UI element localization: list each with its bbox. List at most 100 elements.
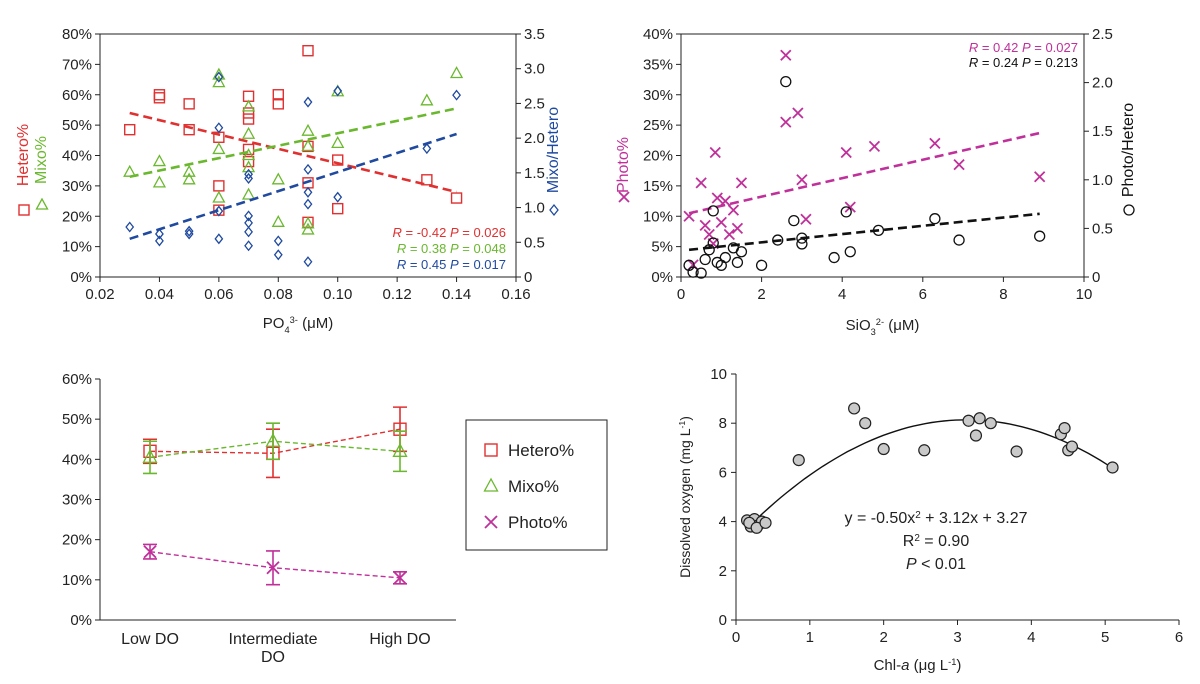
panel-b-xtick-label: 6 xyxy=(919,286,927,303)
panel-b-point xyxy=(1034,230,1046,242)
panel-a-point xyxy=(420,93,434,106)
panel-a-point xyxy=(422,143,432,155)
panel-a-point xyxy=(241,160,256,173)
panel-b-ytick-left-label: 5% xyxy=(651,239,673,256)
panel-c-ytick-label: 40% xyxy=(62,451,92,468)
panel-d-ytick-label: 0 xyxy=(719,612,727,629)
panel-b-xlabel: SiO32- (μM) xyxy=(846,317,920,337)
panel-b-ytick-left-label: 40% xyxy=(643,26,673,43)
panel-a-xtick-label: 0.16 xyxy=(501,286,530,303)
panel-b-stat-annotation: R = 0.24 P = 0.213 xyxy=(969,55,1078,70)
panel-d-point xyxy=(859,417,872,430)
panel-a-point xyxy=(301,216,315,229)
panel-b-xtick-label: 10 xyxy=(1076,286,1093,303)
panel-c-point xyxy=(266,561,280,575)
panel-d-ytick-label: 8 xyxy=(719,415,727,432)
panel-d-xtick-label: 1 xyxy=(806,629,814,646)
panel-c-category-label: High DO xyxy=(369,631,430,648)
panel-b-point xyxy=(796,238,808,250)
panel-b-point xyxy=(840,146,852,159)
panel-c-ytick-label: 10% xyxy=(62,572,92,589)
panel-a-point xyxy=(301,123,315,136)
panel-d-fit-curve xyxy=(750,419,1113,526)
panel-a-ytick-left-label: 30% xyxy=(62,178,92,195)
panel-a-ytick-left-label: 10% xyxy=(62,239,92,256)
panel-c-legend-marker xyxy=(483,477,499,492)
panel-b-xtick-label: 4 xyxy=(838,286,846,303)
panel-a-point xyxy=(242,143,255,156)
panel-b-ytick-right-label: 1.0 xyxy=(1092,172,1113,189)
panel-d-r-squared: R2 = 0.90 xyxy=(903,533,970,551)
panel-c-ytick-label: 0% xyxy=(70,612,92,629)
panel-b-point xyxy=(800,213,812,225)
panel-a-point xyxy=(272,98,284,110)
panel-b-point xyxy=(719,195,731,207)
panel-a-ylabel-hetero-marker xyxy=(18,204,30,216)
panel-a-point xyxy=(242,107,255,119)
panel-b-frame xyxy=(680,33,1085,278)
panel-a-point xyxy=(212,75,226,88)
panel-b-point xyxy=(727,204,740,216)
panel-a-point xyxy=(154,228,164,240)
panel-a-point xyxy=(450,192,463,204)
panel-a-point xyxy=(212,67,226,80)
panel-a-point xyxy=(273,235,283,247)
panel-a-point xyxy=(242,155,255,168)
panel-a-point xyxy=(241,187,256,200)
panel-a-point xyxy=(124,123,136,136)
panel-b-point xyxy=(695,267,707,279)
panel-a-point xyxy=(244,172,254,184)
panel-a-point xyxy=(303,198,313,210)
panel-a-xlabel: PO43- (μM) xyxy=(263,315,333,335)
panel-b-point xyxy=(796,232,808,244)
panel-b-ytick-right-label: 2.0 xyxy=(1092,75,1113,92)
panel-d-xtick-label: 5 xyxy=(1101,629,1109,646)
panel-b-point xyxy=(772,234,784,246)
panel-a-point xyxy=(271,172,285,185)
panel-c-ytick-label: 20% xyxy=(62,532,92,549)
panel-a-point xyxy=(241,126,256,139)
panel-a-point xyxy=(272,89,284,101)
panel-a-stat-annotation: R = 0.38 P = 0.048 xyxy=(397,241,506,256)
panel-a-xtick-label: 0.04 xyxy=(145,286,174,303)
panel-a-point xyxy=(333,191,343,203)
panel-b-ylabel-ratio: Photo/Hetero xyxy=(1120,103,1137,197)
panel-b-xtick-label: 2 xyxy=(757,286,765,303)
panel-b-point xyxy=(929,137,941,149)
panel-d-point xyxy=(984,417,997,430)
panel-b-point xyxy=(687,266,699,278)
panel-b-trendline xyxy=(688,131,1040,215)
panel-a-ytick-right-label: 3.5 xyxy=(524,26,545,43)
panel-c-point xyxy=(265,432,281,447)
panel-a-point xyxy=(333,85,343,97)
panel-a-ylabel-mixo: Mixo% xyxy=(33,136,50,184)
panel-c-legend-box xyxy=(465,419,608,551)
panel-a-point xyxy=(303,96,313,108)
panel-a-ylabel-mixo-marker xyxy=(35,197,49,210)
panel-a-ytick-left-label: 50% xyxy=(62,117,92,134)
panel-b-point xyxy=(735,177,748,189)
panel-a-point xyxy=(214,233,224,245)
panel-d-point xyxy=(792,454,805,467)
panel-a-point xyxy=(152,154,167,167)
panel-d-point xyxy=(962,414,975,427)
panel-c-point xyxy=(143,545,157,559)
panel-d-ytick-label: 4 xyxy=(719,514,727,531)
panel-a-ytick-left-label: 0% xyxy=(70,269,92,286)
panel-a-point xyxy=(214,205,224,217)
panel-c-point xyxy=(393,571,407,585)
panel-b-point xyxy=(780,75,792,88)
panel-a-point xyxy=(125,221,135,233)
panel-d-xtick-label: 3 xyxy=(953,629,961,646)
panel-b-ytick-left-label: 15% xyxy=(643,178,673,195)
panel-c-error-bar xyxy=(266,422,280,461)
panel-a-point xyxy=(213,180,225,192)
panel-a-point xyxy=(452,89,462,101)
panel-a-ytick-right-label: 1.0 xyxy=(524,200,545,217)
panel-b-xtick-label: 0 xyxy=(677,286,685,303)
panel-b-point xyxy=(707,237,719,249)
panel-c-point xyxy=(142,448,158,463)
panel-a-point xyxy=(241,99,256,112)
panel-b-point xyxy=(929,213,941,225)
